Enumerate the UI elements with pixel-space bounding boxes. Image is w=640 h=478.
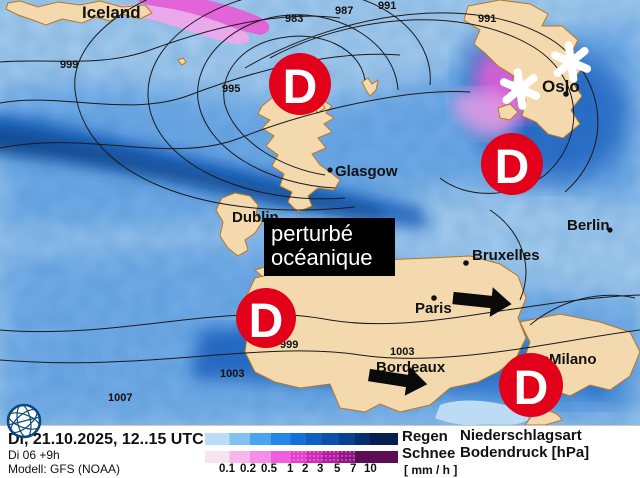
svg-text:Paris: Paris (415, 300, 452, 317)
svg-text:987: 987 (335, 5, 353, 17)
svg-text:Iceland: Iceland (82, 3, 141, 22)
svg-text:D: D (249, 295, 284, 348)
svg-text:D: D (283, 61, 318, 114)
svg-text:1003: 1003 (220, 368, 244, 380)
svg-text:océanique: océanique (271, 245, 373, 270)
svg-text:1003: 1003 (390, 346, 414, 358)
svg-text:983: 983 (285, 13, 303, 25)
svg-text:Glasgow: Glasgow (335, 163, 398, 180)
svg-text:999: 999 (60, 59, 78, 71)
svg-text:1007: 1007 (108, 392, 132, 404)
svg-text:995: 995 (222, 83, 240, 95)
svg-text:perturbé: perturbé (271, 221, 353, 246)
svg-text:Bruxelles: Bruxelles (472, 247, 540, 264)
svg-text:991: 991 (378, 0, 396, 12)
svg-text:991: 991 (478, 13, 496, 25)
svg-text:D: D (495, 141, 530, 194)
svg-text:Berlin: Berlin (567, 217, 610, 234)
svg-text:D: D (514, 362, 549, 415)
